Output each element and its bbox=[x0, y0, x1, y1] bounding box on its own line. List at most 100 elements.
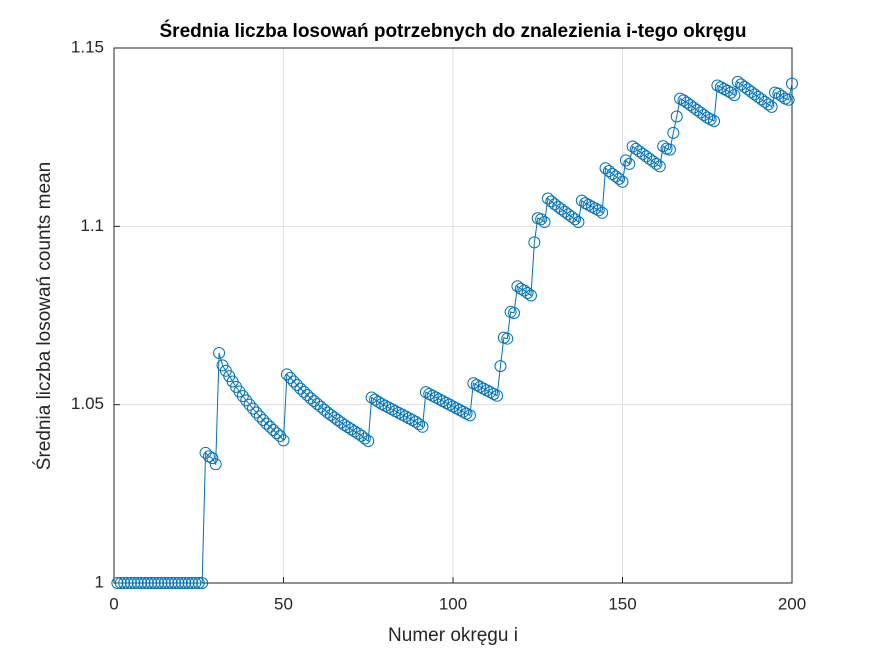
data-point bbox=[152, 577, 165, 589]
data-point bbox=[708, 115, 721, 128]
data-point bbox=[728, 89, 741, 102]
data-point bbox=[257, 414, 270, 427]
data-point bbox=[274, 430, 287, 443]
y-tick-label: 1 bbox=[95, 572, 104, 591]
data-point bbox=[250, 406, 263, 419]
data-point bbox=[358, 432, 371, 445]
data-point bbox=[148, 577, 161, 589]
data-point bbox=[724, 86, 737, 99]
data-point bbox=[613, 172, 626, 185]
data-point bbox=[650, 157, 663, 170]
data-point bbox=[494, 360, 507, 373]
data-point bbox=[575, 194, 588, 207]
data-point bbox=[538, 216, 551, 229]
data-point bbox=[511, 280, 524, 293]
data-point bbox=[338, 418, 351, 431]
data-point bbox=[667, 126, 680, 139]
x-tick-label: 0 bbox=[109, 594, 118, 613]
data-point bbox=[365, 391, 378, 404]
y-tick-label: 1.1 bbox=[80, 216, 104, 235]
data-point bbox=[189, 577, 202, 589]
data-point bbox=[121, 577, 134, 589]
data-point bbox=[169, 577, 182, 589]
data-point bbox=[277, 434, 290, 447]
data-point bbox=[213, 346, 226, 359]
data-point bbox=[663, 143, 676, 156]
data-point bbox=[131, 577, 144, 589]
data-point bbox=[291, 379, 304, 392]
data-point bbox=[185, 577, 198, 589]
data-point bbox=[114, 577, 127, 589]
x-tick-label: 50 bbox=[274, 594, 293, 613]
y-tick-label: 1.05 bbox=[71, 394, 104, 413]
data-point bbox=[670, 110, 683, 123]
data-point bbox=[786, 77, 798, 90]
data-point bbox=[118, 577, 131, 589]
data-point bbox=[697, 109, 710, 122]
data-point bbox=[677, 94, 690, 107]
data-point bbox=[653, 160, 666, 173]
data-point bbox=[535, 213, 548, 226]
data-point bbox=[501, 332, 514, 345]
data-point bbox=[162, 577, 175, 589]
data-point bbox=[260, 417, 273, 430]
data-point bbox=[596, 206, 609, 219]
data-point bbox=[240, 394, 253, 407]
data-point bbox=[128, 577, 141, 589]
data-point bbox=[280, 368, 293, 381]
data-point bbox=[335, 416, 348, 429]
data-point bbox=[175, 577, 188, 589]
data-point bbox=[111, 577, 124, 589]
data-point bbox=[209, 458, 222, 471]
data-point bbox=[263, 420, 276, 433]
data-point bbox=[138, 577, 151, 589]
data-point bbox=[341, 421, 354, 434]
data-point bbox=[369, 393, 382, 406]
y-axis-label: Średnia liczba losowań counts mean bbox=[33, 162, 55, 470]
data-point bbox=[124, 577, 137, 589]
data-point bbox=[206, 452, 219, 465]
data-point bbox=[172, 577, 185, 589]
data-point bbox=[301, 389, 314, 402]
data-point bbox=[246, 402, 259, 415]
x-tick-label: 100 bbox=[439, 594, 467, 613]
data-point bbox=[762, 98, 775, 111]
data-point bbox=[413, 418, 426, 431]
data-point bbox=[284, 371, 297, 384]
axes-box bbox=[113, 47, 793, 584]
data-point bbox=[165, 577, 178, 589]
data-point bbox=[270, 427, 283, 440]
data-point bbox=[192, 577, 205, 589]
data-point bbox=[416, 420, 429, 433]
data-point bbox=[158, 577, 171, 589]
data-point bbox=[657, 140, 670, 153]
data-point bbox=[592, 204, 605, 217]
chart-title: Średnia liczba losowań potrzebnych do zn… bbox=[160, 20, 747, 42]
data-point bbox=[253, 410, 266, 423]
x-tick-label: 150 bbox=[608, 594, 636, 613]
y-tick-label: 1.15 bbox=[71, 37, 104, 56]
data-point bbox=[267, 423, 280, 436]
data-point bbox=[182, 577, 195, 589]
data-point bbox=[294, 382, 307, 395]
data-point bbox=[782, 93, 795, 106]
data-point bbox=[775, 90, 788, 103]
data-point bbox=[362, 435, 375, 448]
data-point bbox=[236, 390, 249, 403]
data-point bbox=[569, 213, 582, 226]
data-point bbox=[348, 425, 361, 438]
data-point bbox=[508, 307, 521, 320]
data-point bbox=[463, 409, 476, 422]
data-point bbox=[623, 157, 636, 170]
data-point bbox=[524, 289, 537, 302]
data-point bbox=[616, 175, 629, 188]
data-point bbox=[141, 577, 154, 589]
data-point bbox=[155, 577, 168, 589]
data-point bbox=[491, 389, 504, 402]
data-point bbox=[528, 236, 541, 249]
data-point bbox=[619, 154, 632, 167]
data-point bbox=[145, 577, 158, 589]
data-point bbox=[345, 423, 358, 436]
